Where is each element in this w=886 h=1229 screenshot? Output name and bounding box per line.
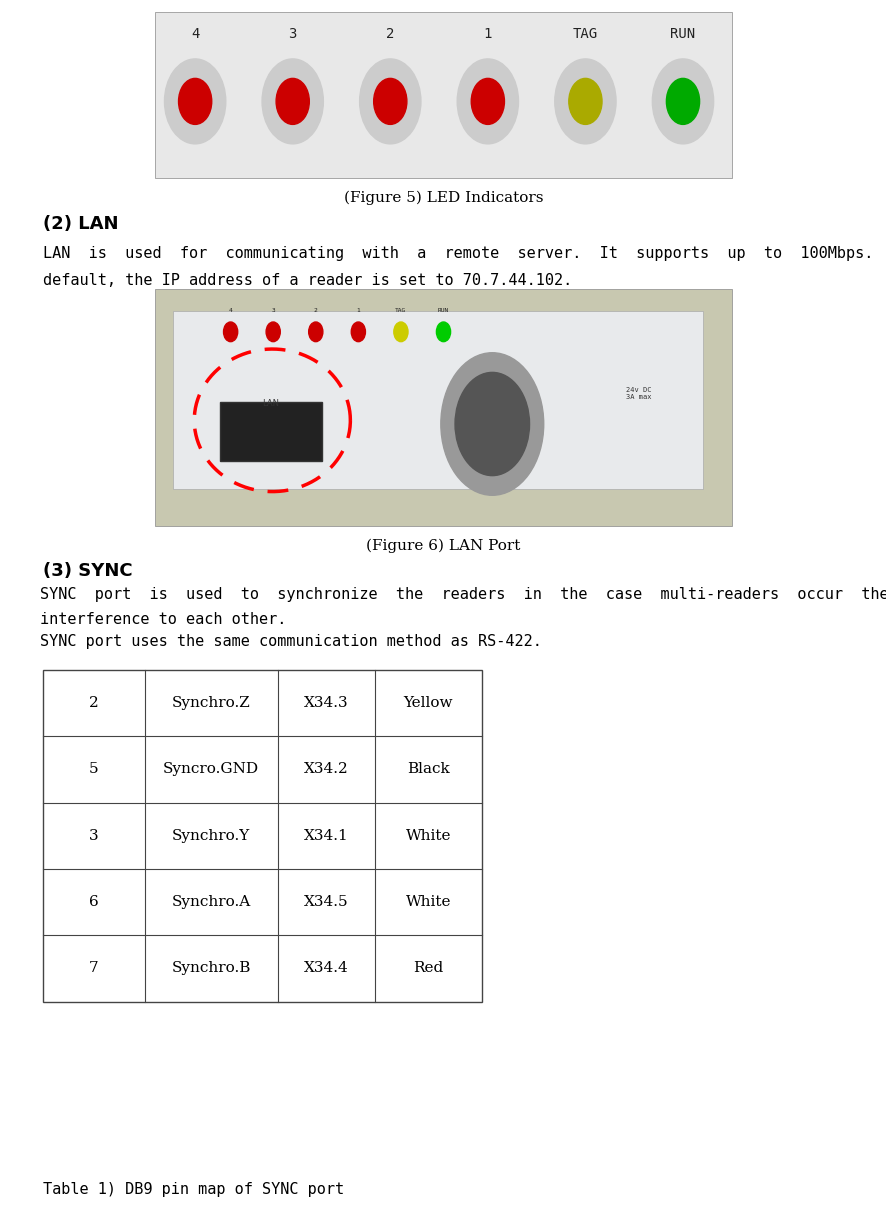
- Circle shape: [266, 322, 280, 342]
- Text: (Figure 6) LAN Port: (Figure 6) LAN Port: [366, 538, 520, 553]
- Text: 7: 7: [89, 961, 98, 976]
- Text: LAN  is  used  for  communicating  with  a  remote  server.  It  supports  up  t: LAN is used for communicating with a rem…: [43, 246, 886, 261]
- Text: LAN: LAN: [261, 398, 279, 408]
- Text: 3: 3: [89, 828, 98, 843]
- Text: 2: 2: [89, 696, 98, 710]
- Text: X34.5: X34.5: [304, 895, 348, 909]
- Text: Synchro.B: Synchro.B: [171, 961, 251, 976]
- Circle shape: [455, 372, 529, 476]
- Circle shape: [554, 59, 616, 144]
- Circle shape: [568, 79, 602, 124]
- Text: 3: 3: [271, 308, 275, 313]
- Text: 2: 2: [314, 308, 317, 313]
- Circle shape: [308, 322, 323, 342]
- Circle shape: [223, 322, 237, 342]
- Text: Synchro.Y: Synchro.Y: [172, 828, 250, 843]
- Circle shape: [178, 79, 212, 124]
- Text: 1: 1: [483, 27, 492, 42]
- Text: X34.3: X34.3: [304, 696, 348, 710]
- Text: Red: Red: [413, 961, 443, 976]
- Text: interference to each other.: interference to each other.: [40, 612, 286, 627]
- Text: Table 1) DB9 pin map of SYNC port: Table 1) DB9 pin map of SYNC port: [43, 1182, 343, 1197]
- Text: White: White: [405, 828, 451, 843]
- Text: RUN: RUN: [438, 308, 448, 313]
- Text: RUN: RUN: [670, 27, 695, 42]
- Text: Syncro.GND: Syncro.GND: [163, 762, 259, 777]
- Circle shape: [276, 79, 309, 124]
- Text: X34.4: X34.4: [304, 961, 348, 976]
- Text: (3) SYNC: (3) SYNC: [43, 562, 132, 580]
- Text: SYNC  port  is  used  to  synchronize  the  readers  in  the  case  multi‑reader: SYNC port is used to synchronize the rea…: [40, 587, 886, 602]
- Circle shape: [373, 79, 407, 124]
- FancyBboxPatch shape: [43, 670, 481, 1002]
- FancyBboxPatch shape: [173, 311, 703, 489]
- Text: TAG: TAG: [395, 308, 406, 313]
- Text: Synchro.Z: Synchro.Z: [172, 696, 250, 710]
- Text: 2: 2: [385, 27, 394, 42]
- Text: 4: 4: [229, 308, 232, 313]
- Text: 1: 1: [356, 308, 360, 313]
- Circle shape: [440, 353, 543, 495]
- Text: SYNC port uses the same communication method as RS‑422.: SYNC port uses the same communication me…: [40, 634, 541, 649]
- Circle shape: [359, 59, 421, 144]
- Circle shape: [351, 322, 365, 342]
- Circle shape: [393, 322, 408, 342]
- Circle shape: [261, 59, 323, 144]
- Text: X34.1: X34.1: [304, 828, 348, 843]
- Text: 3: 3: [288, 27, 297, 42]
- Text: TAG: TAG: [572, 27, 597, 42]
- Circle shape: [665, 79, 699, 124]
- Circle shape: [456, 59, 518, 144]
- Circle shape: [470, 79, 504, 124]
- Circle shape: [164, 59, 226, 144]
- Text: X34.2: X34.2: [304, 762, 348, 777]
- Text: 6: 6: [89, 895, 98, 909]
- FancyBboxPatch shape: [220, 402, 322, 461]
- Text: (Figure 5) LED Indicators: (Figure 5) LED Indicators: [344, 190, 542, 205]
- FancyBboxPatch shape: [155, 12, 731, 178]
- FancyBboxPatch shape: [155, 289, 731, 526]
- Text: White: White: [405, 895, 451, 909]
- Text: Yellow: Yellow: [403, 696, 453, 710]
- Text: 5: 5: [89, 762, 98, 777]
- Text: default, the IP address of a reader is set to 70.7.44.102.: default, the IP address of a reader is s…: [43, 273, 571, 288]
- Text: 24v DC
3A max: 24v DC 3A max: [626, 387, 650, 399]
- Circle shape: [436, 322, 450, 342]
- Text: Black: Black: [407, 762, 449, 777]
- Circle shape: [651, 59, 713, 144]
- Text: 4: 4: [190, 27, 199, 42]
- Text: (2) LAN: (2) LAN: [43, 215, 118, 234]
- Text: Synchro.A: Synchro.A: [171, 895, 251, 909]
